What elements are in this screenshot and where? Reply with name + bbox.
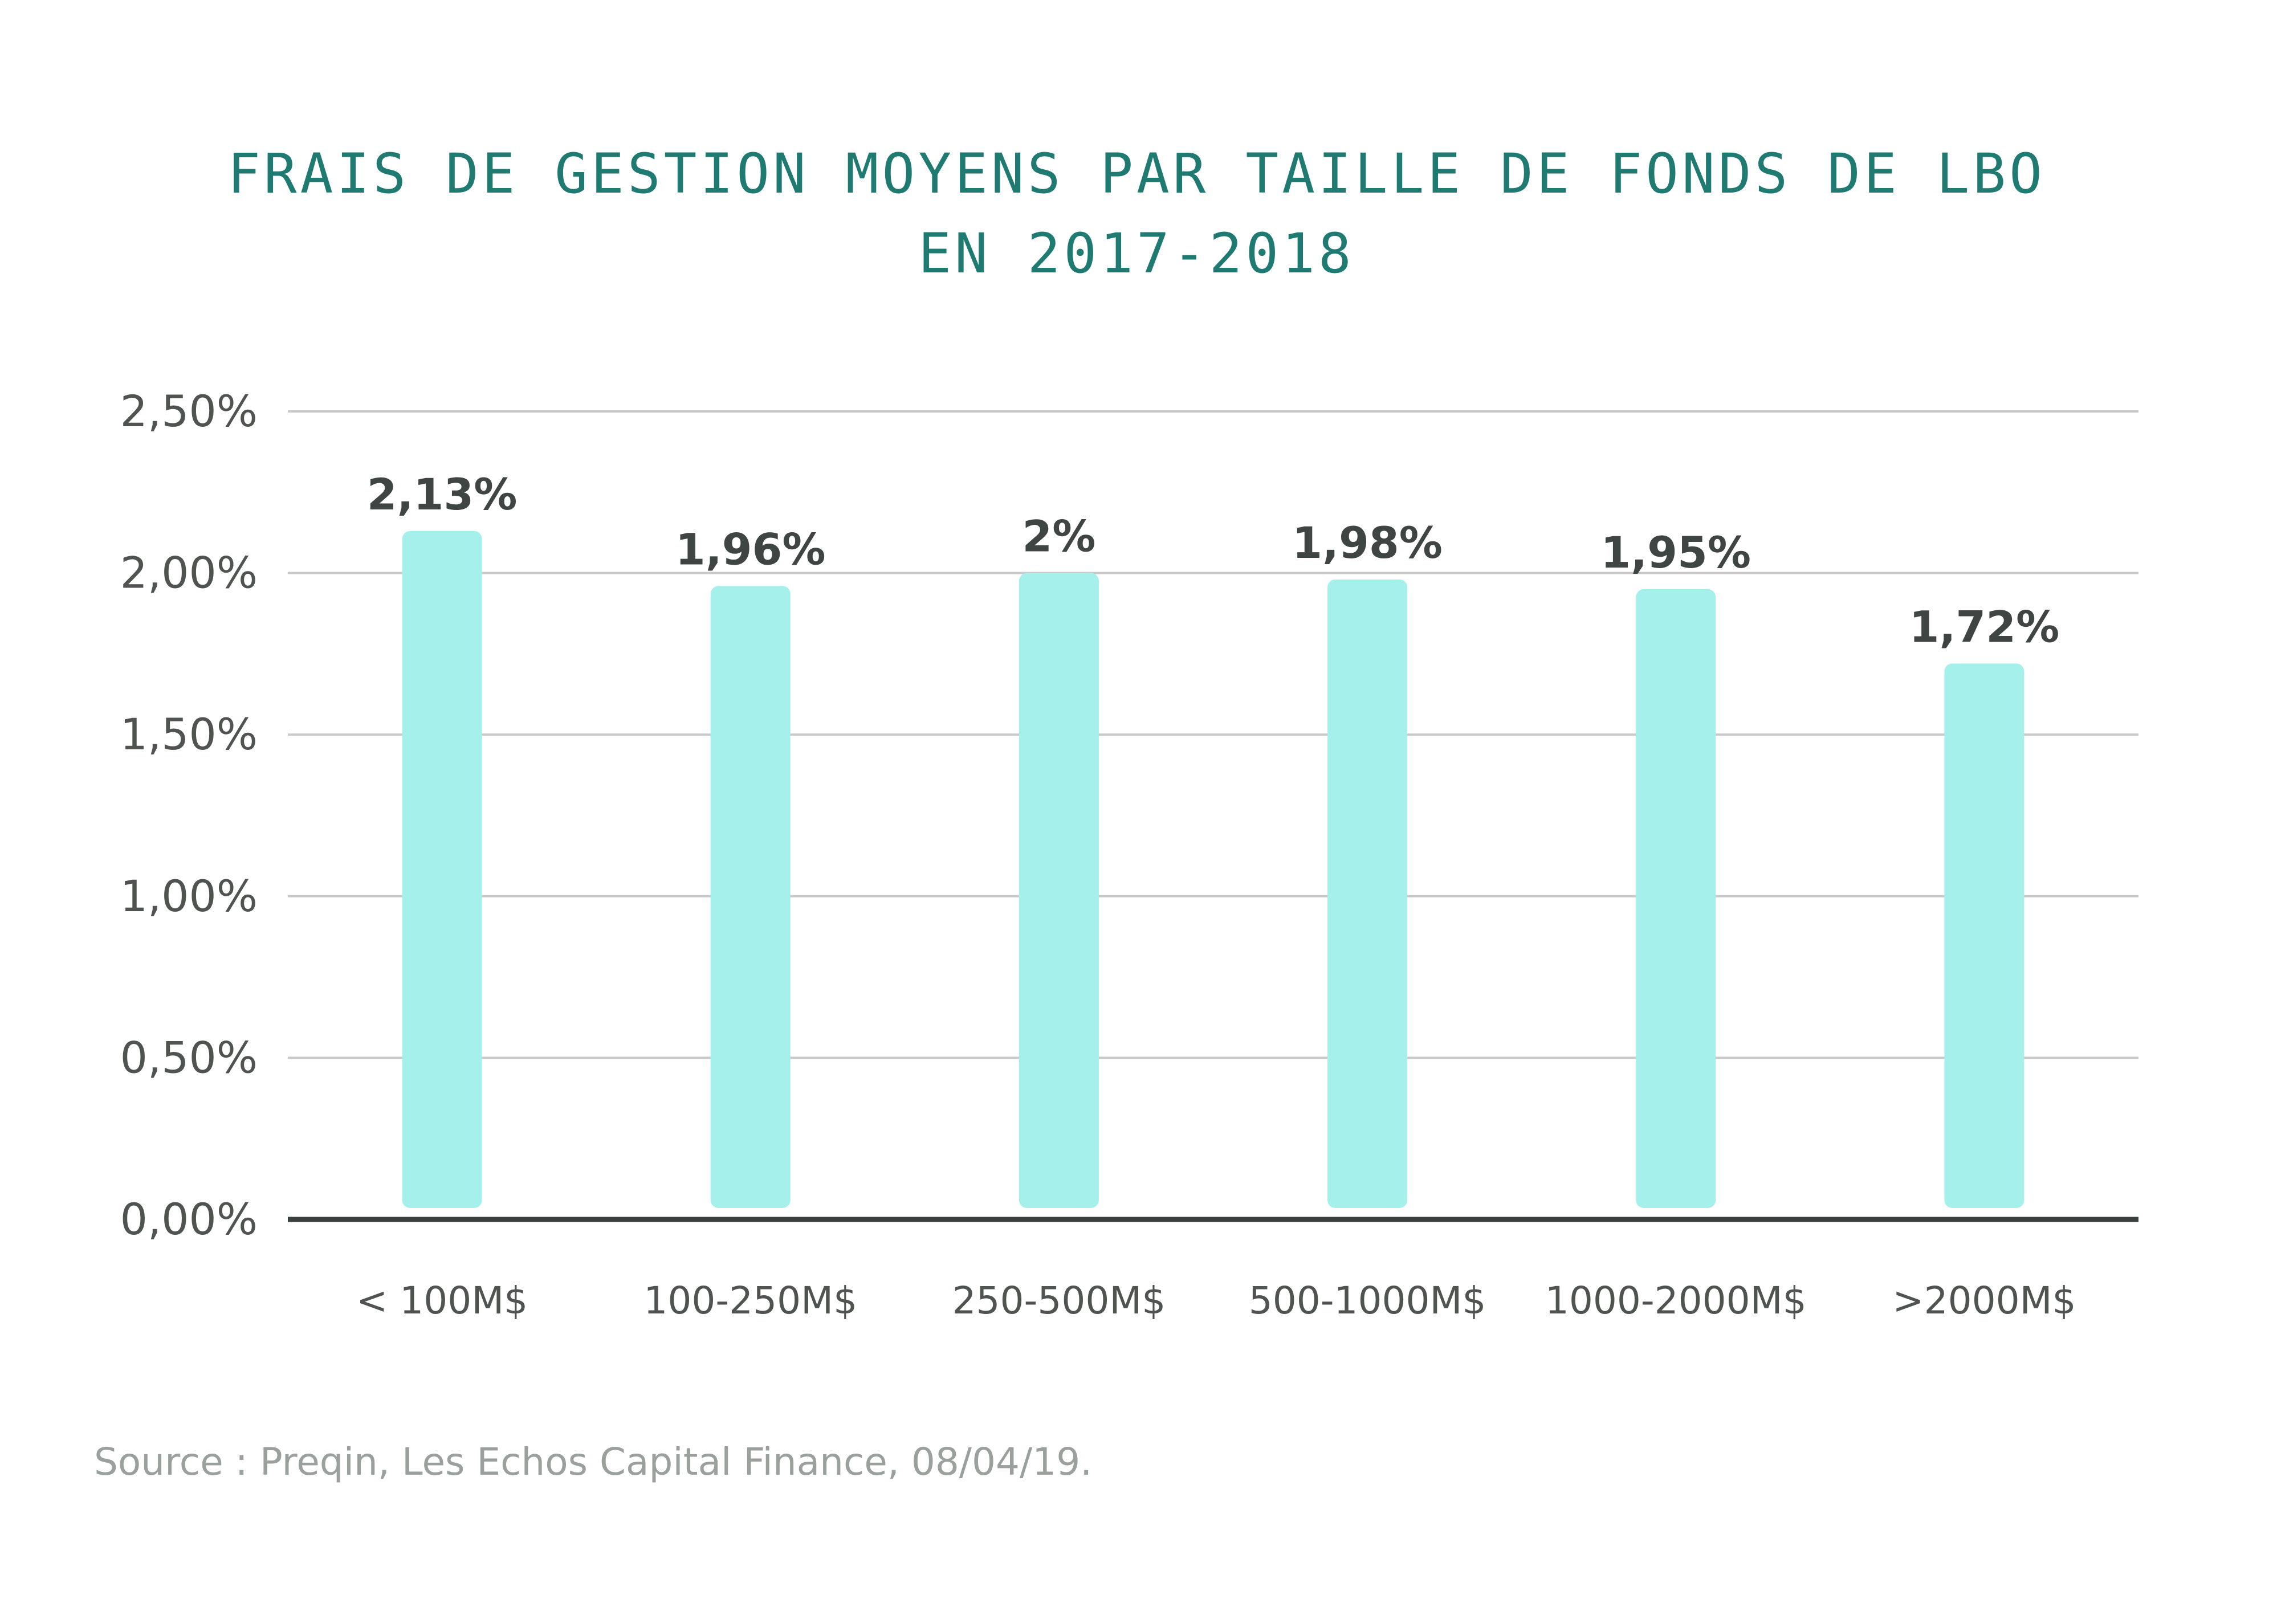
- data-label: 2,13%: [367, 469, 518, 520]
- data-label: 1,95%: [1600, 527, 1751, 578]
- chart-title-line-1: FRAIS DE GESTION MOYENS PAR TAILLE DE FO…: [227, 142, 2046, 206]
- x-tick-label: 100-250M$: [643, 1279, 857, 1323]
- y-tick-label: 1,50%: [120, 709, 258, 760]
- bar: [1019, 573, 1099, 1208]
- y-tick-label: 1,00%: [120, 871, 258, 921]
- x-tick-label: >2000M$: [1892, 1279, 2076, 1323]
- source-note: Source : Preqin, Les Echos Capital Finan…: [94, 1440, 1092, 1484]
- x-tick-label: 500-1000M$: [1249, 1279, 1486, 1323]
- y-tick-label: 0,50%: [120, 1032, 258, 1083]
- data-label: 2%: [1022, 511, 1095, 562]
- x-axis-tick-labels: < 100M$ 100-250M$ 250-500M$ 500-1000M$ 1000-…: [356, 1279, 2076, 1323]
- y-axis-tick-labels: 0,00% 0,50% 1,00% 1,50% 2,00% 2,50%: [120, 386, 258, 1244]
- x-tick-label: < 100M$: [356, 1279, 528, 1323]
- bar: [402, 531, 482, 1208]
- data-label: 1,96%: [675, 524, 826, 574]
- bars: [402, 531, 2024, 1208]
- y-tick-label: 2,50%: [120, 386, 258, 436]
- bar: [1636, 589, 1716, 1208]
- bar: [710, 586, 791, 1208]
- chart-title-line-2: EN 2017-2018: [918, 222, 1355, 285]
- x-tick-label: 1000-2000M$: [1545, 1279, 1807, 1323]
- data-label: 1,72%: [1909, 601, 2060, 652]
- data-labels: 2,13% 1,96% 2% 1,98% 1,95% 1,72%: [367, 469, 2060, 652]
- gridlines: [288, 410, 2138, 1222]
- y-tick-label: 0,00%: [120, 1194, 258, 1244]
- x-tick-label: 250-500M$: [952, 1279, 1166, 1323]
- bar: [1327, 579, 1408, 1208]
- bar: [1944, 663, 2024, 1208]
- y-tick-label: 2,00%: [120, 548, 258, 598]
- data-label: 1,98%: [1292, 517, 1443, 568]
